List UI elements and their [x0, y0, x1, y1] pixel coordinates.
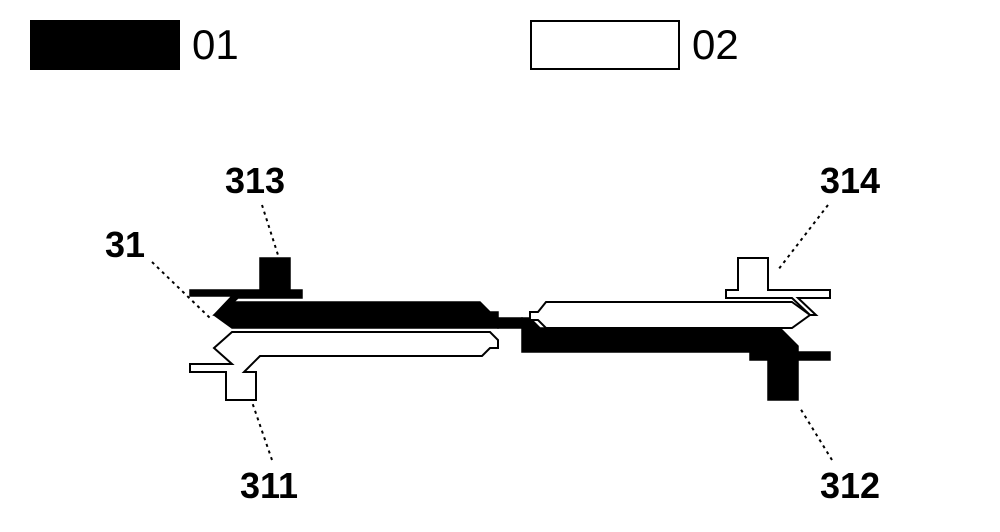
leader-311	[252, 402, 272, 460]
leader-312	[800, 408, 832, 460]
leader-313	[262, 205, 278, 255]
leader-lines	[0, 0, 1000, 532]
leader-314	[778, 205, 828, 270]
leader-31	[152, 262, 210, 318]
